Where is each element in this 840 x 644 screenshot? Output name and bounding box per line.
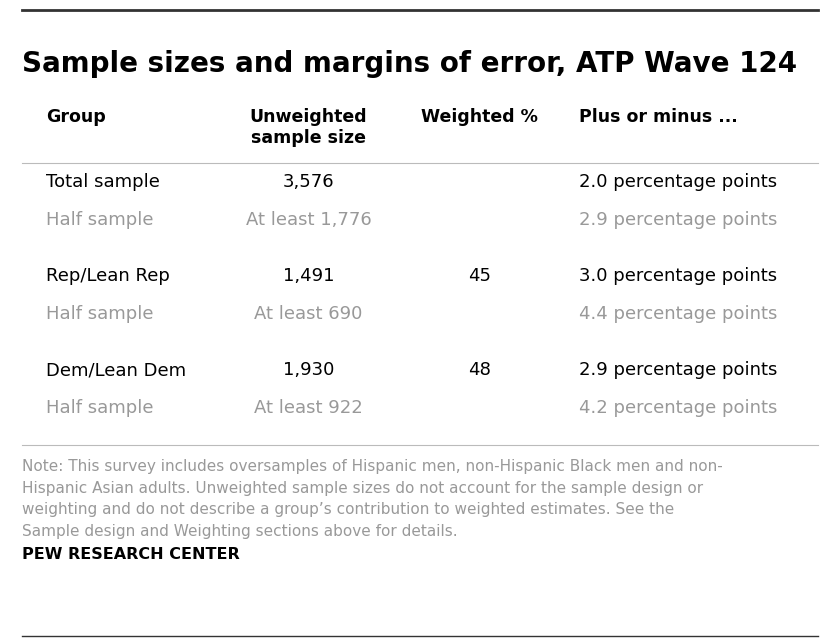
Text: 1,491: 1,491 — [283, 267, 334, 285]
Text: Unweighted
sample size: Unweighted sample size — [249, 108, 367, 147]
Text: Weighted %: Weighted % — [422, 108, 538, 126]
Text: 4.4 percentage points: 4.4 percentage points — [580, 305, 778, 323]
Text: Dem/Lean Dem: Dem/Lean Dem — [46, 361, 186, 379]
Text: Half sample: Half sample — [46, 305, 154, 323]
Text: At least 922: At least 922 — [255, 399, 363, 417]
Text: PEW RESEARCH CENTER: PEW RESEARCH CENTER — [22, 547, 239, 562]
Text: 2.9 percentage points: 2.9 percentage points — [580, 361, 778, 379]
Text: 4.2 percentage points: 4.2 percentage points — [580, 399, 778, 417]
Text: At least 1,776: At least 1,776 — [245, 211, 371, 229]
Text: Group: Group — [46, 108, 106, 126]
Text: Note: This survey includes oversamples of Hispanic men, non-Hispanic Black men a: Note: This survey includes oversamples o… — [22, 459, 722, 539]
Text: 3,576: 3,576 — [283, 173, 334, 191]
Text: 48: 48 — [468, 361, 491, 379]
Text: Rep/Lean Rep: Rep/Lean Rep — [46, 267, 170, 285]
Text: 2.9 percentage points: 2.9 percentage points — [580, 211, 778, 229]
Text: Half sample: Half sample — [46, 399, 154, 417]
Text: 45: 45 — [468, 267, 491, 285]
Text: 1,930: 1,930 — [283, 361, 334, 379]
Text: Sample sizes and margins of error, ATP Wave 124: Sample sizes and margins of error, ATP W… — [22, 50, 797, 78]
Text: 2.0 percentage points: 2.0 percentage points — [580, 173, 777, 191]
Text: 3.0 percentage points: 3.0 percentage points — [580, 267, 777, 285]
Text: Total sample: Total sample — [46, 173, 160, 191]
Text: At least 690: At least 690 — [255, 305, 363, 323]
Text: Plus or minus ...: Plus or minus ... — [580, 108, 738, 126]
Text: Half sample: Half sample — [46, 211, 154, 229]
